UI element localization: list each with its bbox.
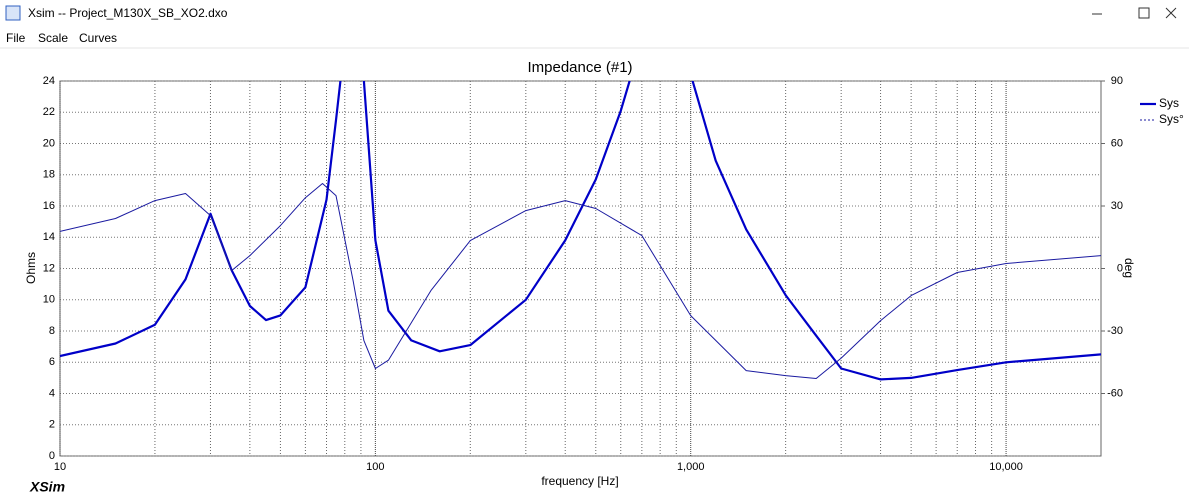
x-tick-label: 10 [54,461,66,473]
y-axis-label: Ohms [24,252,38,284]
y-tick-label: 12 [43,262,55,274]
y-tick-label: 2 [49,419,55,431]
y-tick-label: 16 [43,200,55,212]
app-icon [5,5,21,21]
window-title: Xsim -- Project_M130X_SB_XO2.dxo [28,6,228,20]
y2-tick-label: -30 [1107,325,1123,337]
y-tick-label: 20 [43,137,55,149]
close-button[interactable] [1165,7,1177,19]
x-axis-label: frequency [Hz] [541,474,618,488]
y-tick-label: 0 [49,450,55,462]
y-tick-label: 10 [43,294,55,306]
plot-lines [60,81,1101,381]
y-tick-label: 24 [43,75,55,87]
y2-axis-label: deg [1122,258,1136,278]
y-tick-label: 8 [49,325,55,337]
x-tick-label: 10,000 [989,461,1023,473]
y2-tick-label: 60 [1111,137,1123,149]
x-tick-label: 100 [366,461,384,473]
y-tick-label: 18 [43,169,55,181]
brand: XSim [29,479,65,495]
y-tick-label: 22 [43,106,55,118]
series-line [60,183,1101,379]
y2-tick-label: 0 [1117,262,1123,274]
legend-label: Sys° [1159,112,1184,126]
y-tick-label: 6 [49,356,55,368]
y-tick-label: 4 [49,387,55,399]
legend-label: Sys [1159,96,1179,110]
menu-item[interactable]: File [6,31,26,45]
maximize-button[interactable] [1138,7,1150,19]
y2-tick-label: 30 [1111,200,1123,212]
series-line [60,81,1101,381]
y2-tick-label: -60 [1107,387,1123,399]
chart-title: Impedance (#1) [527,59,632,76]
y-tick-label: 14 [43,231,55,243]
menu-item[interactable]: Scale [38,31,68,45]
menu-item[interactable]: Curves [79,31,117,45]
x-tick-label: 1,000 [677,461,705,473]
y2-tick-label: 90 [1111,75,1123,87]
